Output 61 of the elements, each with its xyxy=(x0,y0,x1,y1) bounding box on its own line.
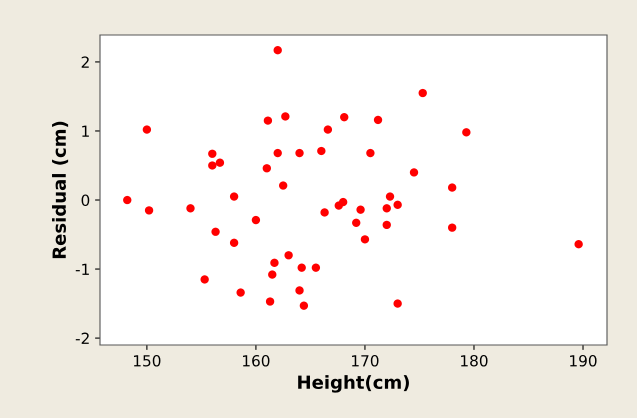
point xyxy=(393,200,402,210)
point xyxy=(298,264,306,272)
point xyxy=(340,112,348,122)
point xyxy=(268,270,276,279)
point xyxy=(366,148,375,158)
y-tick-label: -1 xyxy=(76,264,89,275)
point xyxy=(264,116,272,125)
point xyxy=(230,238,238,247)
y-tick-label: 2 xyxy=(82,56,89,68)
point xyxy=(142,125,152,134)
point xyxy=(418,88,427,98)
point xyxy=(382,204,391,212)
point xyxy=(236,288,245,297)
point xyxy=(574,240,583,248)
point xyxy=(200,275,209,284)
point xyxy=(252,216,260,224)
point xyxy=(317,146,326,156)
point xyxy=(360,235,370,244)
point xyxy=(279,181,288,190)
point xyxy=(284,251,293,260)
point xyxy=(300,301,308,310)
point xyxy=(281,112,290,121)
point xyxy=(352,218,360,227)
point xyxy=(312,264,320,272)
point xyxy=(208,150,216,158)
x-axis-title: Height(cm) xyxy=(298,375,409,393)
point xyxy=(211,228,220,236)
point xyxy=(186,204,195,212)
point xyxy=(230,192,238,201)
x-tick-label: 180 xyxy=(461,354,488,367)
point xyxy=(338,198,348,206)
point xyxy=(382,220,391,230)
point xyxy=(448,183,456,192)
y-tick-label: 1 xyxy=(82,126,89,137)
x-tick-label: 190 xyxy=(570,354,597,367)
point xyxy=(448,223,456,232)
point xyxy=(374,116,382,124)
point xyxy=(295,286,304,295)
point xyxy=(274,148,282,158)
point xyxy=(356,206,365,214)
point xyxy=(386,192,394,201)
y-tick-label: -2 xyxy=(76,332,89,344)
point xyxy=(144,206,154,215)
x-tick-label: 170 xyxy=(352,354,379,367)
y-axis-title: Residual (cm) xyxy=(52,122,68,258)
x-tick-label: 160 xyxy=(243,354,270,367)
x-tick-label: 150 xyxy=(134,354,160,367)
point xyxy=(216,158,224,167)
y-tick-label: 0 xyxy=(82,194,90,206)
point xyxy=(266,297,274,306)
point xyxy=(324,125,332,134)
point xyxy=(262,164,271,172)
point xyxy=(274,46,282,54)
point xyxy=(270,258,279,268)
point xyxy=(208,161,216,170)
point xyxy=(462,128,471,137)
point xyxy=(393,299,402,308)
point xyxy=(123,196,132,204)
point xyxy=(410,168,418,177)
point xyxy=(320,208,329,217)
point xyxy=(295,148,304,158)
